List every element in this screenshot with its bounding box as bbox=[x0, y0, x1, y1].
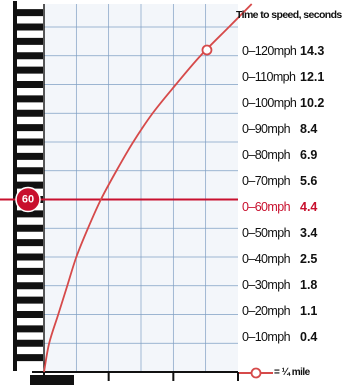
time-row: 0–30mph 1.8 bbox=[242, 276, 317, 294]
ruler-tick bbox=[13, 81, 43, 88]
speed-range-label: 0–90mph bbox=[242, 122, 291, 136]
speed-range-label: 0–80mph bbox=[242, 148, 291, 162]
ruler-tick bbox=[13, 239, 43, 247]
speed-range-label: 0–20mph bbox=[242, 304, 291, 318]
panel-title: Time to speed, seconds bbox=[236, 9, 342, 21]
time-value: 2.5 bbox=[300, 252, 318, 266]
legend: = ¼ mile bbox=[238, 366, 310, 380]
time-row: 0–80mph 6.9 bbox=[242, 146, 317, 164]
ruler-tick bbox=[13, 210, 43, 218]
time-row: 0–60mph 4.4 bbox=[242, 198, 317, 216]
time-value: 0.4 bbox=[300, 330, 318, 344]
speed-range-label: 0–60mph bbox=[242, 200, 291, 214]
badge-circle bbox=[15, 186, 41, 213]
ruler-tick bbox=[13, 66, 43, 74]
ruler-tick bbox=[13, 296, 43, 304]
ruler-tick bbox=[13, 109, 43, 117]
badge-label: 60 bbox=[22, 194, 34, 206]
speed-range-label: 0–40mph bbox=[242, 252, 291, 266]
ruler-ticks bbox=[13, 1, 43, 371]
time-row: 0–100mph 10.2 bbox=[242, 94, 324, 112]
time-row: 0–20mph 1.1 bbox=[242, 302, 317, 320]
legend-label: = ¼ mile bbox=[274, 367, 310, 378]
ruler-tick bbox=[13, 37, 43, 45]
speed-range-label: 0–50mph bbox=[242, 226, 291, 240]
time-to-speed-panel: Time to speed, seconds 0–120mph 14.3 0–110… bbox=[236, 6, 359, 385]
ruler-tick bbox=[13, 253, 43, 261]
axis-corner-mark bbox=[30, 375, 74, 385]
ruler-spine bbox=[13, 1, 17, 371]
speed-range-label: 0–70mph bbox=[242, 174, 291, 188]
ruler-tick bbox=[13, 267, 43, 275]
time-row: 0–50mph 3.4 bbox=[242, 224, 317, 242]
time-row: 0–10mph 0.4 bbox=[242, 328, 317, 346]
time-value: 6.9 bbox=[300, 148, 318, 162]
ruler-tick bbox=[13, 325, 43, 333]
ruler-tick bbox=[13, 167, 43, 175]
speed-60-badge: 60 bbox=[15, 186, 41, 213]
time-row: 0–110mph 12.1 bbox=[242, 68, 324, 86]
ruler-tick bbox=[13, 311, 43, 318]
ruler-tick bbox=[13, 138, 43, 146]
quarter-mile-marker bbox=[201, 44, 213, 56]
time-value: 12.1 bbox=[300, 70, 325, 84]
ruler-tick bbox=[13, 9, 43, 17]
time-row: 0–40mph 2.5 bbox=[242, 250, 317, 268]
ruler-tick bbox=[13, 224, 43, 232]
ruler-tick bbox=[13, 124, 43, 132]
time-value: 1.8 bbox=[300, 278, 318, 292]
speed-range-label: 0–120mph bbox=[242, 44, 297, 58]
time-value: 5.6 bbox=[300, 174, 318, 188]
time-value: 8.4 bbox=[300, 122, 318, 136]
speed-range-label: 0–110mph bbox=[242, 70, 296, 84]
ruler-tick bbox=[13, 282, 43, 290]
legend-line-marker-icon bbox=[239, 367, 273, 379]
time-value: 1.1 bbox=[300, 304, 318, 318]
ruler-tick bbox=[13, 339, 43, 347]
time-value: 10.2 bbox=[300, 96, 325, 110]
ruler-tick bbox=[13, 52, 43, 60]
time-value: 14.3 bbox=[300, 44, 325, 58]
speed-range-label: 0–100mph bbox=[242, 96, 297, 110]
time-row: 0–120mph 14.3 bbox=[242, 42, 324, 60]
ruler-tick bbox=[13, 152, 43, 160]
time-row: 0–90mph 8.4 bbox=[242, 120, 317, 138]
time-value: 3.4 bbox=[300, 226, 318, 240]
ruler-tick bbox=[13, 181, 43, 189]
acceleration-curve bbox=[43, 3, 253, 373]
ruler-tick bbox=[13, 354, 43, 362]
speed-range-label: 0–10mph bbox=[242, 330, 291, 344]
time-row: 0–70mph 5.6 bbox=[242, 172, 317, 190]
speed-range-label: 0–30mph bbox=[242, 278, 291, 292]
ruler-tick bbox=[13, 95, 43, 103]
ruler-tick bbox=[13, 23, 43, 31]
time-value: 4.4 bbox=[300, 200, 318, 214]
